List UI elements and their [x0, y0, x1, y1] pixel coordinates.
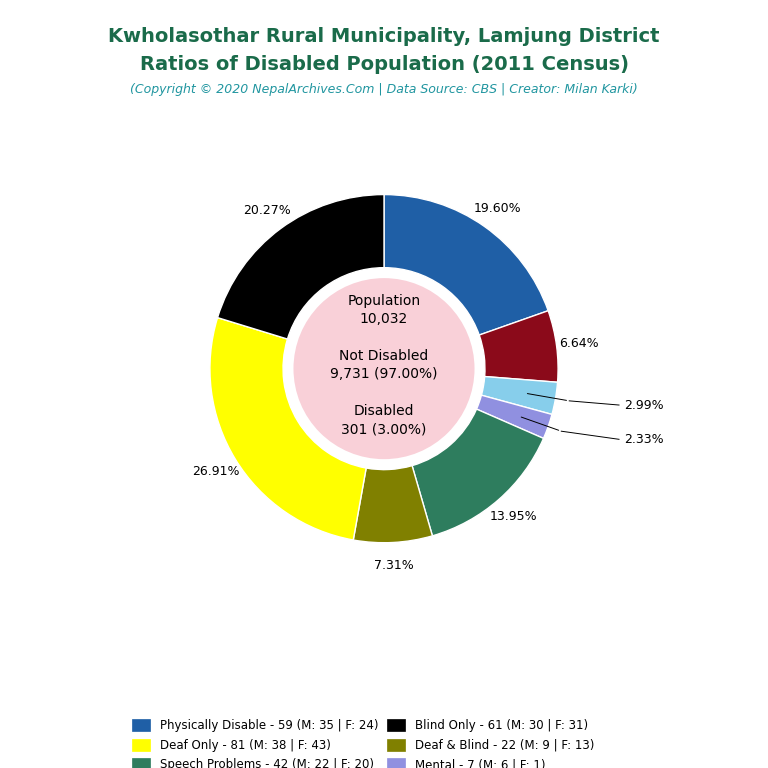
Text: 2.99%: 2.99% — [624, 399, 664, 412]
Wedge shape — [476, 396, 552, 439]
Wedge shape — [479, 311, 558, 382]
Text: 13.95%: 13.95% — [490, 510, 538, 523]
Text: 20.27%: 20.27% — [243, 204, 291, 217]
Text: Kwholasothar Rural Municipality, Lamjung District: Kwholasothar Rural Municipality, Lamjung… — [108, 27, 660, 46]
Text: 6.64%: 6.64% — [559, 336, 599, 349]
Text: 7.31%: 7.31% — [374, 558, 414, 571]
Legend: Physically Disable - 59 (M: 35 | F: 24), Deaf Only - 81 (M: 38 | F: 43), Speech : Physically Disable - 59 (M: 35 | F: 24),… — [132, 720, 636, 768]
Text: 26.91%: 26.91% — [192, 465, 240, 478]
Circle shape — [293, 278, 475, 459]
Wedge shape — [412, 409, 544, 536]
Text: 19.60%: 19.60% — [474, 201, 521, 214]
Text: (Copyright © 2020 NepalArchives.Com | Data Source: CBS | Creator: Milan Karki): (Copyright © 2020 NepalArchives.Com | Da… — [130, 83, 638, 96]
Wedge shape — [210, 318, 366, 540]
Wedge shape — [217, 194, 384, 339]
Wedge shape — [482, 376, 558, 415]
Wedge shape — [353, 465, 432, 543]
Text: Ratios of Disabled Population (2011 Census): Ratios of Disabled Population (2011 Cens… — [140, 55, 628, 74]
Text: Population
10,032

Not Disabled
9,731 (97.00%)

Disabled
301 (3.00%): Population 10,032 Not Disabled 9,731 (97… — [330, 293, 438, 436]
Wedge shape — [384, 194, 548, 335]
Text: 2.33%: 2.33% — [624, 433, 664, 445]
